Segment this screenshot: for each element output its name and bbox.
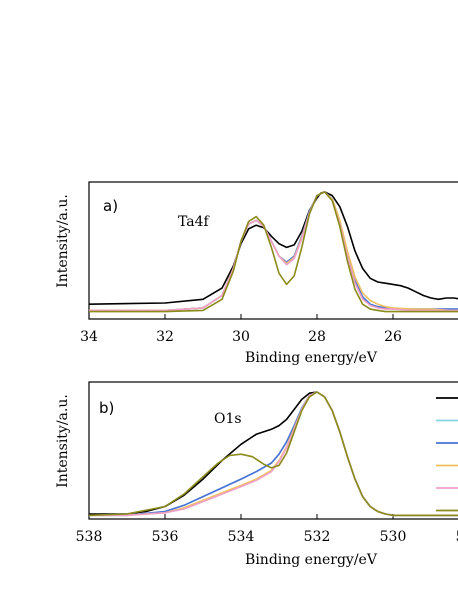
x-tick-label: 32 (156, 329, 174, 345)
panel-b-legend (436, 397, 458, 512)
panel-b-x-ticks: 538 536 534 532 530 528 (76, 514, 458, 545)
panel-b-label: b) (99, 399, 114, 417)
panel-a: 343230282624 a) Ta4f Binding energy/eV I… (55, 181, 458, 366)
x-tick-label: 26 (384, 329, 402, 345)
panel-a-x-axis-label: Binding energy/eV (245, 350, 378, 366)
panel-b-annotation: O1s (214, 411, 242, 427)
series-line-3 (89, 391, 458, 517)
series-line-4 (89, 391, 458, 517)
series-line-1 (88, 191, 458, 305)
series-line-3 (89, 191, 458, 312)
x-tick-label: 28 (308, 329, 326, 345)
x-tick-label: 34 (80, 329, 98, 345)
panel-b: 538 536 534 532 530 528 b) O1s Binding energy… (55, 381, 458, 568)
panel-b-frame (88, 381, 458, 520)
panel-b-y-axis-label: Intensity/a.u. (55, 394, 71, 488)
panel-a-x-ticks: 343230282624 (80, 314, 402, 345)
series-line-6 (89, 191, 458, 313)
panel-a-series (88, 191, 458, 313)
series-line-5 (89, 191, 458, 312)
panel-a-y-axis-label: Intensity/a.u. (55, 194, 71, 288)
panel-a-label: a) (103, 197, 118, 215)
x-tick-label: 538 (76, 529, 103, 545)
panel-a-frame (88, 181, 458, 320)
panel-b-series (88, 391, 458, 517)
series-line-5 (89, 391, 458, 517)
x-tick-label: 528 (456, 529, 458, 545)
x-tick-label: 530 (380, 529, 407, 545)
series-line-4 (89, 191, 458, 312)
panel-b-x-axis-label: Binding energy/eV (245, 552, 378, 568)
x-tick-label: 536 (152, 529, 179, 545)
series-line-2 (89, 391, 458, 517)
panel-a-annotation: Ta4f (178, 214, 211, 230)
x-tick-label: 30 (232, 329, 250, 345)
series-line-2 (89, 191, 458, 312)
series-line-1 (89, 391, 458, 517)
x-tick-label: 534 (228, 529, 255, 545)
series-line-6 (88, 391, 458, 517)
x-tick-label: 532 (304, 529, 331, 545)
